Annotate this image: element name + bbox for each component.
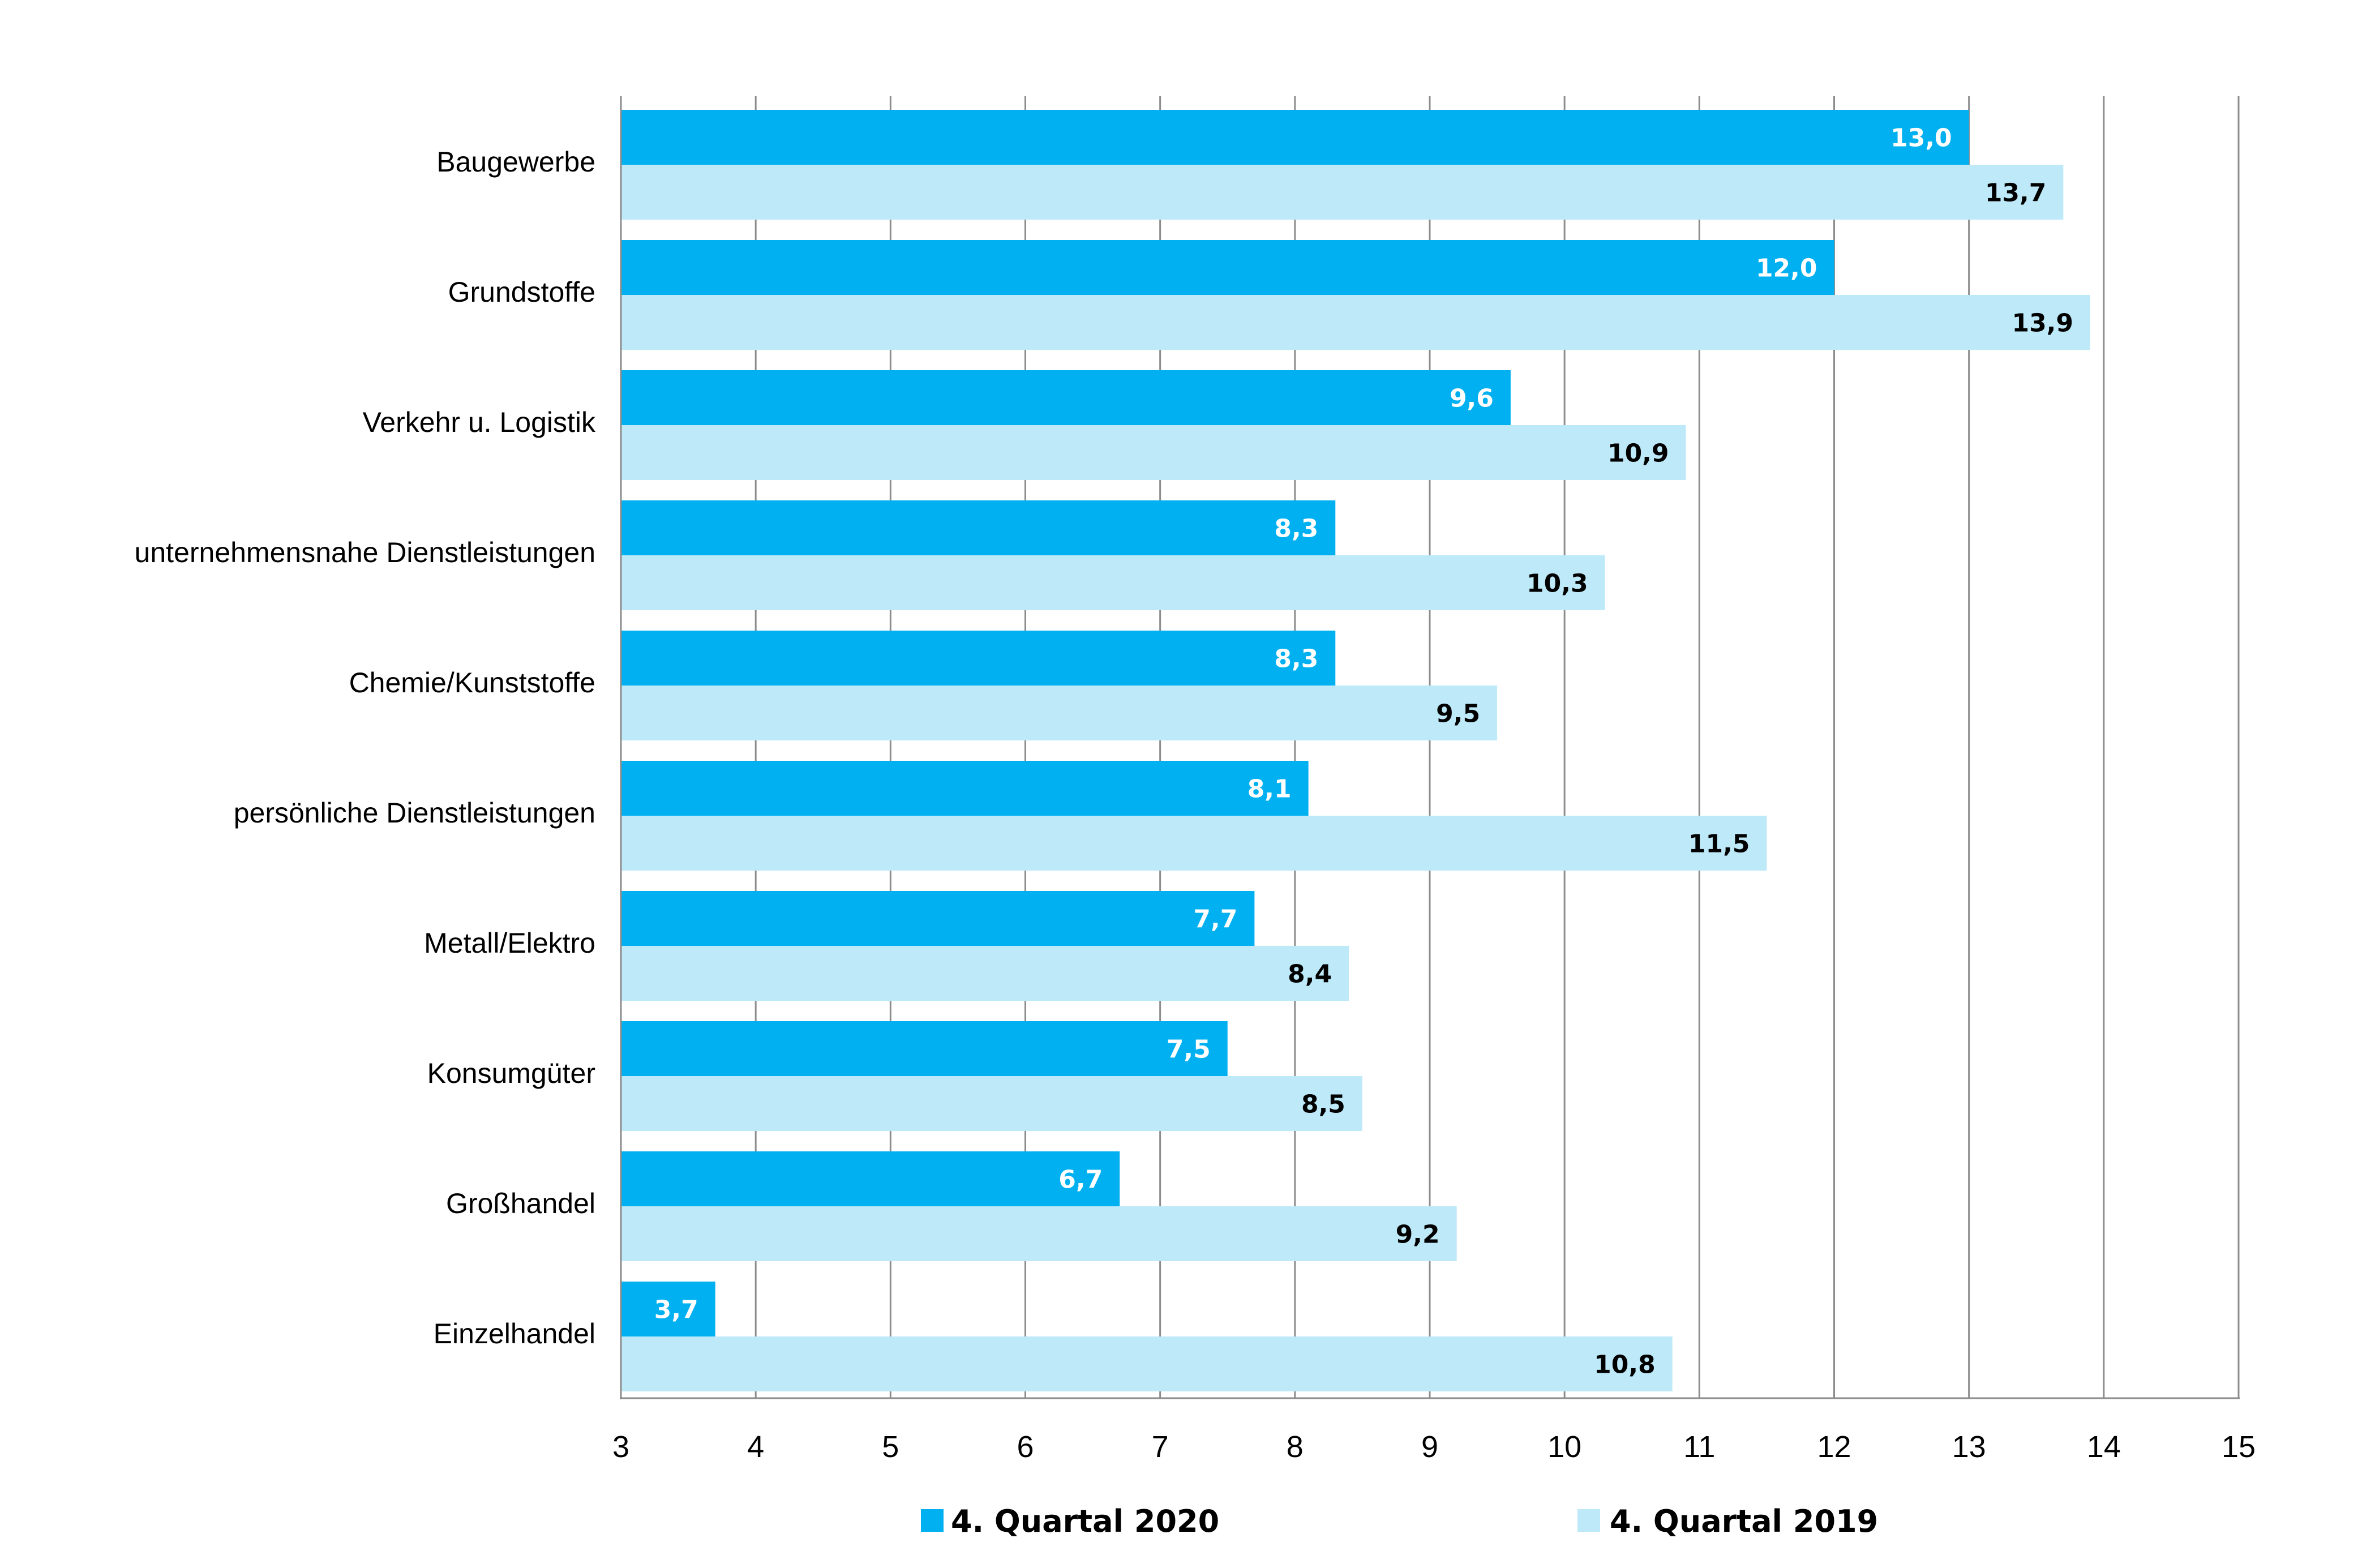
category-label-8: Großhandel [446,1188,595,1219]
value-label-2019-9: 10,8 [1594,1351,1656,1380]
bar-2019-2 [621,425,1686,480]
value-label-2020-5: 8,1 [1247,775,1292,804]
value-label-2020-3: 8,3 [1274,515,1318,543]
bars [621,110,2091,1391]
bar-2020-5 [621,761,1309,816]
value-label-2020-9: 3,7 [654,1296,698,1325]
value-label-2020-1: 12,0 [1756,254,1817,283]
bar-2020-3 [621,500,1336,555]
bar-2020-0 [621,110,1969,165]
value-label-2020-6: 7,7 [1193,905,1237,934]
x-tick-label-15: 15 [2222,1430,2256,1464]
value-label-2019-8: 9,2 [1396,1220,1440,1249]
bar-2020-8 [621,1151,1120,1206]
bar-2020-9 [621,1282,715,1336]
value-label-2020-8: 6,7 [1058,1166,1103,1194]
category-label-7: Konsumgüter [427,1057,595,1089]
x-tick-label-6: 6 [1017,1430,1034,1464]
value-label-2019-5: 11,5 [1688,830,1750,859]
bar-2019-5 [621,816,1767,871]
x-tick-label-5: 5 [882,1430,899,1464]
bar-2019-1 [621,295,2091,350]
legend-swatch-2019 [1577,1509,1600,1532]
value-label-2019-1: 13,9 [2012,309,2073,338]
value-label-2020-0: 13,0 [1890,124,1952,153]
x-tick-label-14: 14 [2087,1430,2121,1464]
value-label-2020-7: 7,5 [1167,1035,1211,1064]
category-label-1: Grundstoffe [448,276,595,308]
axes [620,96,2240,1399]
category-label-6: Metall/Elektro [424,927,595,959]
labels: 13,0 13,7 Baugewerbe 12,0 13,9 Grundstoffe 9,6… [135,124,2256,1464]
bar-2020-4 [621,631,1336,686]
bar-2019-9 [621,1336,1673,1391]
value-label-2019-7: 8,5 [1301,1090,1345,1119]
bar-2019-6 [621,946,1349,1001]
bar-2019-7 [621,1076,1362,1131]
x-tick-label-4: 4 [747,1430,764,1464]
x-tick-label-12: 12 [1817,1430,1851,1464]
x-tick-label-3: 3 [612,1430,629,1464]
value-label-2019-3: 10,3 [1527,569,1588,598]
category-label-5: persönliche Dienstleistungen [234,797,595,829]
bar-2019-8 [621,1206,1457,1261]
category-label-9: Einzelhandel [434,1318,595,1349]
bar-2020-2 [621,370,1511,425]
value-label-2019-6: 8,4 [1288,960,1332,989]
value-label-2020-4: 8,3 [1274,645,1318,674]
category-label-2: Verkehr u. Logistik [363,406,596,438]
category-label-3: unternehmensnahe Dienstleistungen [135,537,595,568]
x-tick-label-7: 7 [1152,1430,1169,1464]
x-tick-label-11: 11 [1683,1430,1715,1464]
legend-label-2020: 4. Quartal 2020 [951,1503,1219,1539]
value-label-2020-2: 9,6 [1450,384,1494,413]
x-tick-label-9: 9 [1421,1430,1438,1464]
x-tick-label-8: 8 [1287,1430,1304,1464]
legend: 4. Quartal 2020 4. Quartal 2019 [921,1503,1878,1539]
value-label-2019-2: 10,9 [1607,439,1669,468]
legend-label-2019: 4. Quartal 2019 [1610,1503,1878,1539]
bar-2019-4 [621,686,1498,740]
bar-2020-6 [621,891,1255,946]
category-label-0: Baugewerbe [436,146,595,178]
legend-swatch-2020 [921,1509,944,1532]
bar-2019-0 [621,165,2064,220]
bar-2020-1 [621,240,1834,295]
value-label-2019-0: 13,7 [1985,179,2047,208]
bar-2019-3 [621,555,1605,610]
value-label-2019-4: 9,5 [1436,700,1480,729]
category-label-4: Chemie/Kunststoffe [349,667,595,699]
x-tick-label-13: 13 [1952,1430,1986,1464]
bar-2020-7 [621,1021,1228,1076]
x-tick-label-10: 10 [1547,1430,1581,1464]
